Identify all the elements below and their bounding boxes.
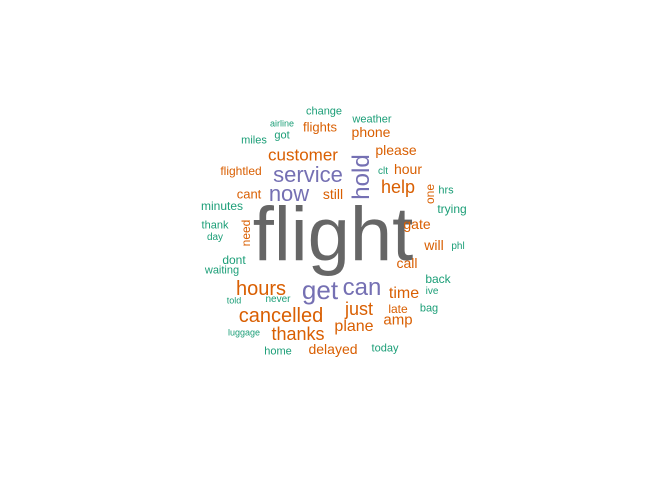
word-need: need [239,219,253,247]
word-thank: thank [201,219,229,232]
word-one: one [423,183,437,205]
word-gate: gate [403,216,431,232]
word-phl: phl [451,241,465,252]
word-trying: trying [437,202,467,216]
word-bag: bag [419,302,439,315]
word-airline: airline [269,118,295,129]
word-clt: clt [378,166,388,177]
word-call: call [396,255,418,271]
word-flight: flight [252,192,414,277]
word-late: late [388,302,408,316]
word-weather: weather [352,113,392,126]
word-miles: miles [241,134,267,147]
word-time: time [388,285,420,302]
word-ive: ive [425,286,439,297]
word-dont: dont [222,253,246,267]
word-hours: hours [235,278,287,300]
word-waiting: waiting [204,264,240,277]
word-phone: phone [351,124,391,140]
word-change: change [305,105,343,118]
word-will: will [424,237,444,253]
word-told: told [226,295,242,306]
word-home: home [264,345,292,358]
word-got: got [274,129,290,142]
word-amp: amp [383,311,413,329]
word-today: today [371,342,399,355]
word-delayed: delayed [308,341,358,357]
word-still: still [322,186,344,202]
word-hrs: hrs [438,184,454,197]
word-day: day [206,232,224,243]
word-help: help [380,177,416,197]
word-never: never [265,294,291,305]
word-please: please [375,142,417,158]
word-get: get [301,275,339,305]
word-cant: cant [236,186,262,202]
word-minutes: minutes [200,199,244,213]
word-hour: hour [393,161,423,177]
word-customer: customer [268,145,338,165]
word-plane: plane [334,318,374,335]
word-hold: hold [348,154,375,200]
word-now: now [268,181,310,206]
word-back: back [425,272,451,286]
word-service: service [273,162,343,187]
word-just: just [344,299,374,319]
word-thanks: thanks [271,324,325,344]
word-flights: flights [303,119,337,135]
word-cancelled: cancelled [238,305,324,327]
word-luggage: luggage [227,327,261,338]
word-can: can [342,274,382,301]
word-flightled: flightled [220,164,262,178]
